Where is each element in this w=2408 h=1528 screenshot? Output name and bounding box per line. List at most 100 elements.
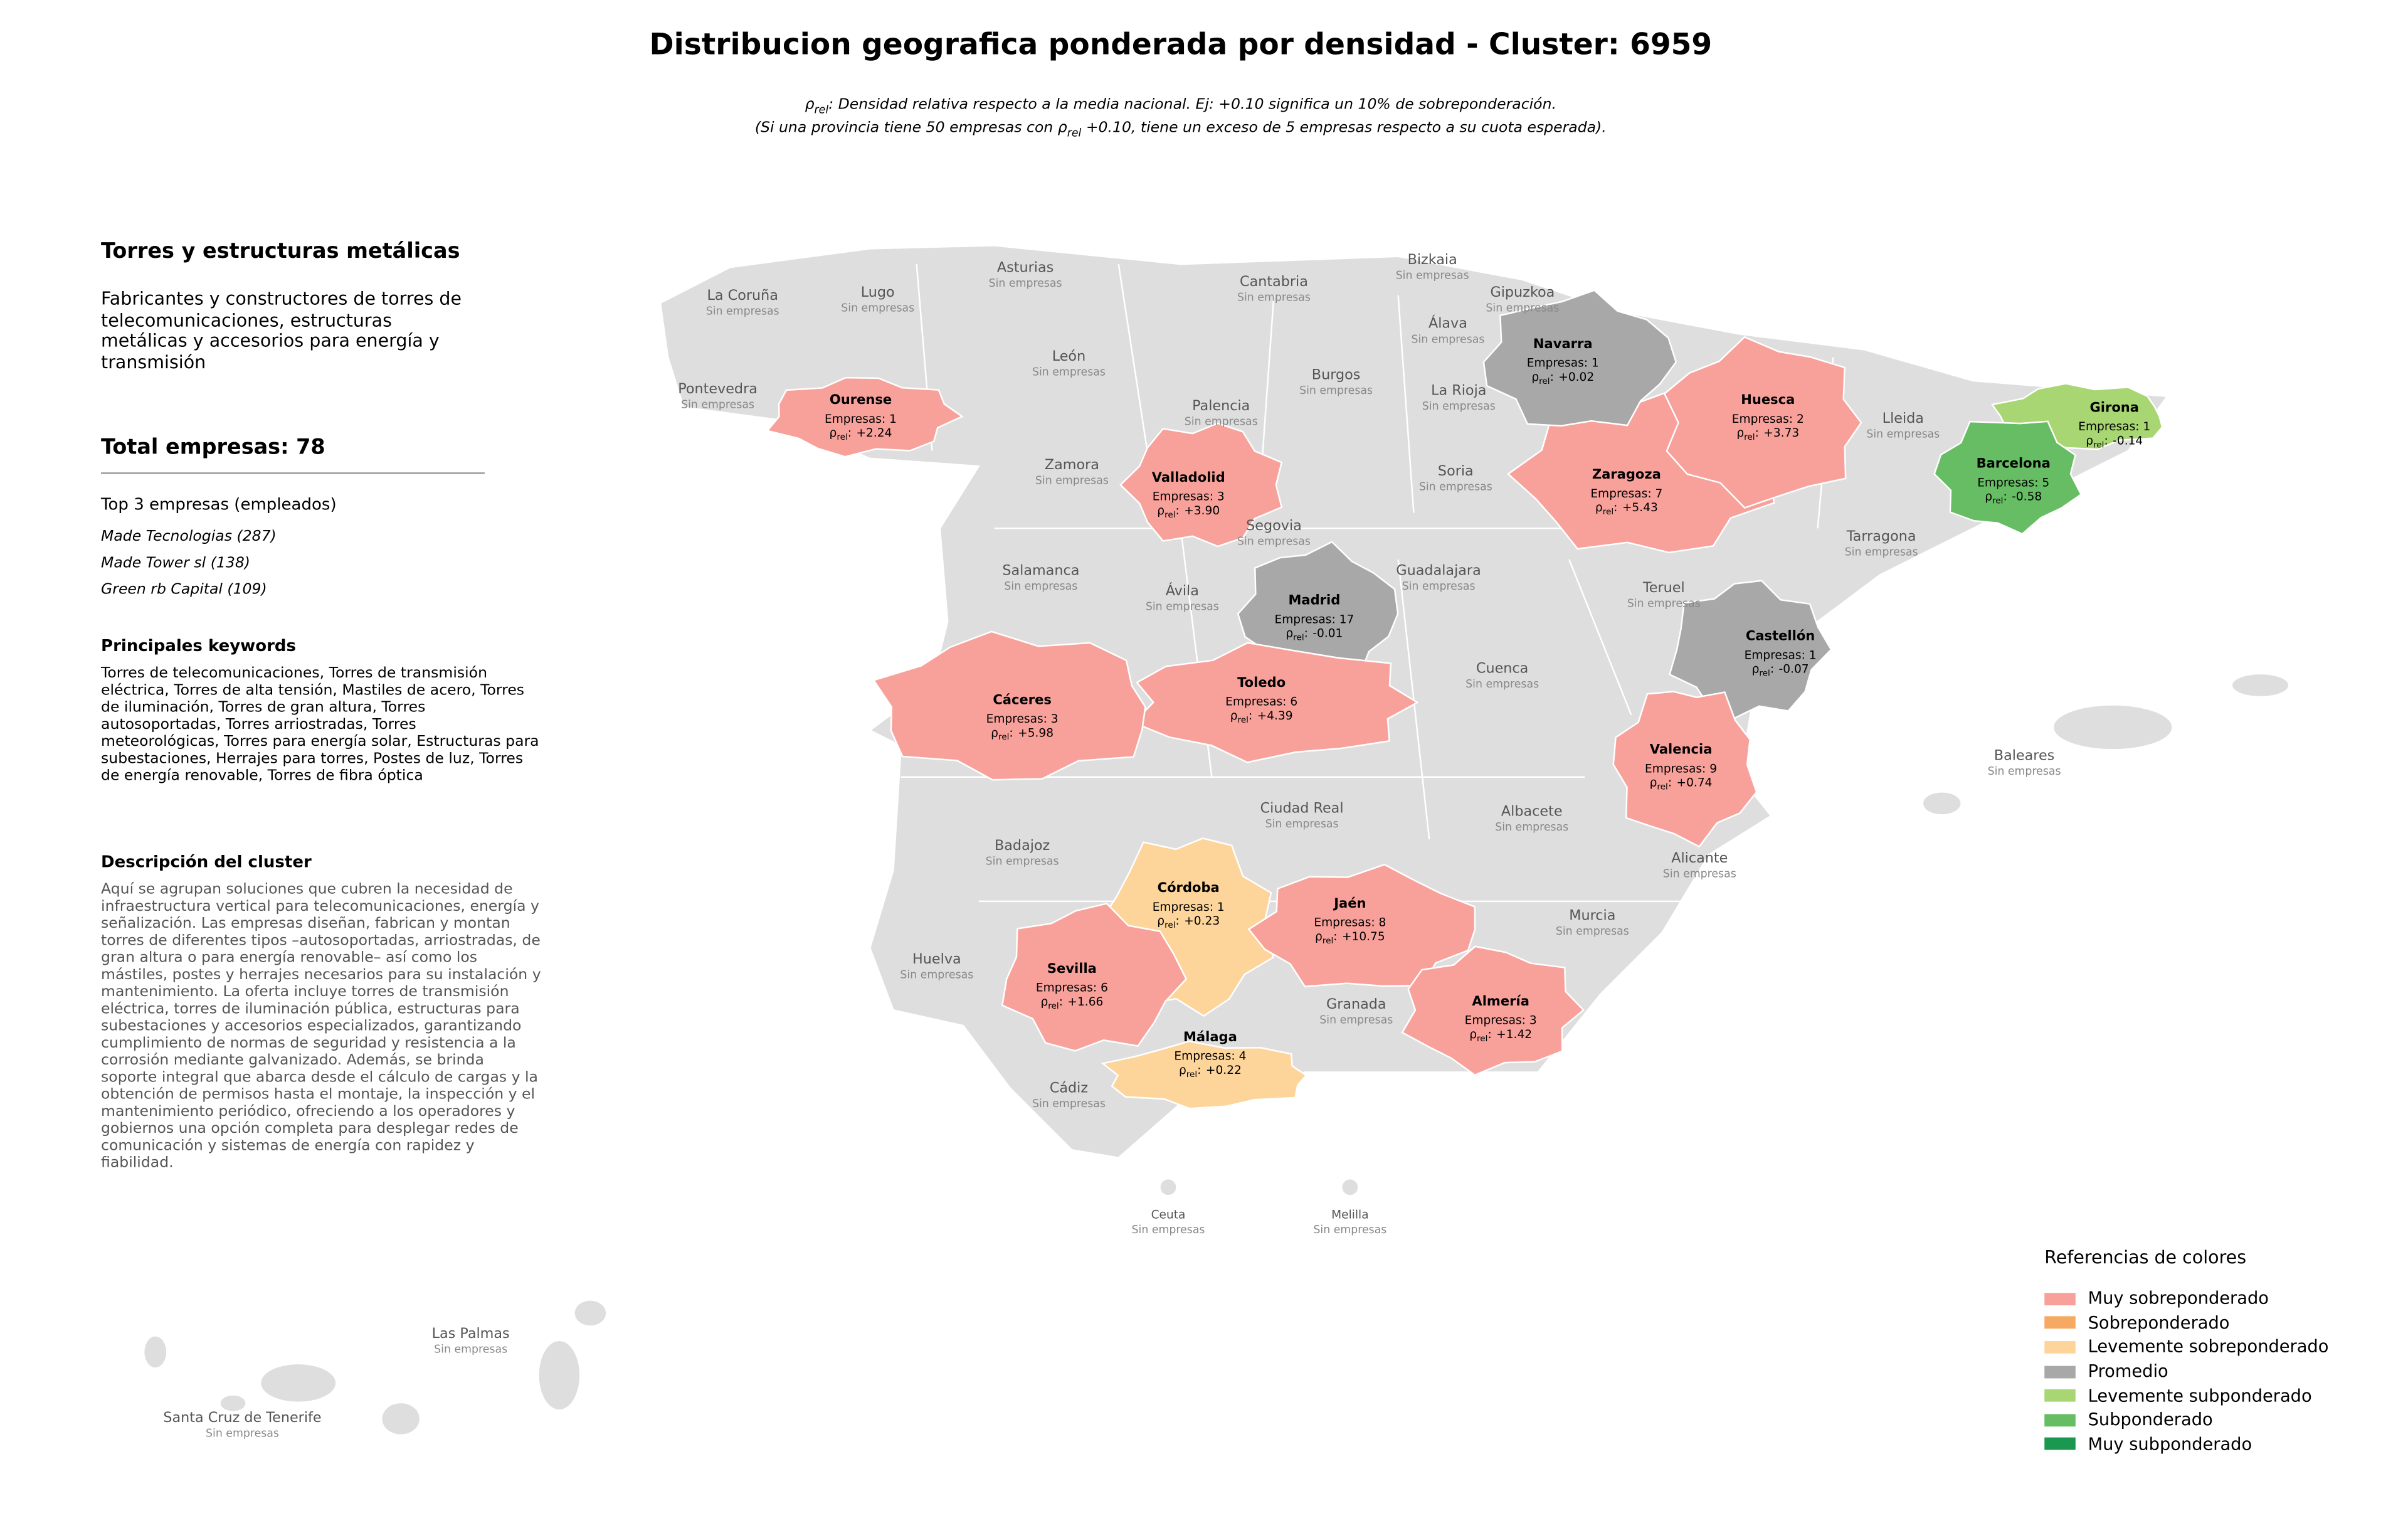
rho-symbol: ρ [1595,501,1603,514]
no-companies: Sin empresas [1495,821,1568,834]
rho-sub: rel [1992,496,2003,506]
province-rho: ρrel: -0.58 [1985,491,2042,506]
province-companies: Empresas: 17 [1274,613,1354,626]
rho-sep: : [1304,627,1308,640]
rho-sub: rel [1048,1001,1059,1011]
province-companies: Empresas: 2 [1732,413,1804,426]
legend-title: Referencias de colores [2044,1246,2247,1268]
rho-value: +4.39 [1257,709,1293,723]
no-companies: Sin empresas [1663,867,1736,880]
no-companies: Sin empresas [1185,416,1258,428]
no-companies: Sin empresas [1313,1224,1386,1236]
rho-sub: rel [1293,633,1304,643]
province-companies: Empresas: 1 [825,413,897,426]
province-rho: ρrel: +0.02 [1531,371,1594,386]
no-companies: Sin empresas [989,277,1062,290]
no-companies: Sin empresas [1319,1014,1393,1026]
no-companies: Sin empresas [206,1427,279,1440]
no-companies: Sin empresas [1032,1098,1106,1110]
rho-sep: : [2104,435,2108,448]
no-companies: Sin empresas [434,1344,507,1356]
province-companies: Empresas: 6 [1225,696,1297,709]
top-heading: Top 3 empresas (empleados) [101,496,337,515]
province-name: Melilla [1331,1208,1369,1221]
rho-sub: rel [1238,715,1249,725]
province-companies: Empresas: 5 [1977,476,2049,489]
no-companies: Sin empresas [1035,475,1109,487]
rho-sep: : [1668,777,1672,790]
province-rho: ρrel: +10.75 [1315,930,1385,946]
rho-sub: rel [1323,936,1333,946]
province-companies: Empresas: 7 [1590,487,1662,501]
rho-value: +10.75 [1342,930,1385,943]
rho-sub: rel [1539,376,1550,386]
legend-swatch [2044,1292,2076,1305]
rho-symbol: ρ [1286,627,1293,640]
province-name: Baleares [1994,747,2054,763]
rho-symbol: ρ [1736,427,1744,440]
rho-sub: rel [1186,1069,1197,1080]
province-companies: Empresas: 1 [1153,901,1225,914]
rho-sep: : [2003,491,2007,504]
rho-symbol: ρ [1157,504,1164,517]
province-name: Huelva [912,951,961,967]
province-rho: ρrel: +3.90 [1157,504,1220,520]
heading: Torres y estructuras metálicas [101,239,460,265]
no-companies: Sin empresas [1866,428,1940,440]
island [574,1300,606,1326]
total: Total empresas: 78 [101,435,325,460]
rho-sep: : [1755,427,1759,440]
province-name: Santa Cruz de Tenerife [163,1409,321,1426]
subtitle-line: ρrel: Densidad relativa respecto a la me… [0,97,2362,120]
rho-sub: rel [1164,510,1175,520]
rho-sub: rel [1759,669,1770,679]
province-shape [1612,691,1758,848]
province-border [1568,559,1632,716]
island [1160,1179,1176,1196]
legend-swatch [2044,1389,2076,1403]
rho-sep: : [1333,930,1337,943]
rho-value: +0.74 [1677,777,1713,790]
island [539,1340,580,1410]
rho-sub: rel [1164,920,1175,930]
province-rho: ρrel: +4.39 [1230,709,1293,725]
province-companies: Empresas: 1 [1527,357,1599,370]
rho-value: -0.01 [1312,627,1343,640]
province-name: Barcelona [1977,455,2051,471]
legend-swatch [2044,1340,2076,1354]
rho-sep: : [1009,726,1013,740]
province-name: Burgos [1312,366,1361,383]
province-name: Girona [2089,400,2139,415]
rho-value: -0.58 [2012,491,2042,504]
rho-value: +0.23 [1184,915,1220,928]
province-name: Valladolid [1152,469,1225,485]
province-name: Tarragona [1846,528,1916,544]
rho-value: +1.42 [1496,1028,1532,1041]
province-rho: ρrel: +5.98 [991,726,1054,742]
province-name: Bizkaia [1408,252,1457,268]
rho-sep: : [1550,371,1554,384]
province-name: Navarra [1533,336,1593,351]
province-name: Alicante [1671,850,1728,866]
no-companies: Sin empresas [986,856,1059,868]
no-companies: Sin empresas [1556,925,1629,938]
rho-symbol: ρ [1531,371,1539,384]
no-companies: Sin empresas [1486,302,1559,315]
rho-sep: : [1176,504,1180,517]
divider [101,472,485,474]
province-name: Murcia [1569,908,1615,924]
province-name: Ávila [1166,581,1199,599]
province-name: La Rioja [1431,382,1486,398]
rho-sub: rel [837,432,847,442]
rho-symbol: ρ [1230,709,1238,723]
no-companies: Sin empresas [1411,333,1484,346]
cluster-heading: Descripción del cluster [101,853,312,872]
legend-swatch [2044,1365,2076,1378]
legend-item: Levemente sobreponderado [2044,1335,2328,1360]
province-companies: Empresas: 8 [1314,916,1386,930]
no-companies: Sin empresas [1845,546,1918,559]
province-name: Granada [1326,996,1386,1012]
legend-swatch [2044,1438,2076,1451]
province-name: Ciudad Real [1260,800,1344,817]
top-company: Made Tecnologias (287) [101,528,277,546]
